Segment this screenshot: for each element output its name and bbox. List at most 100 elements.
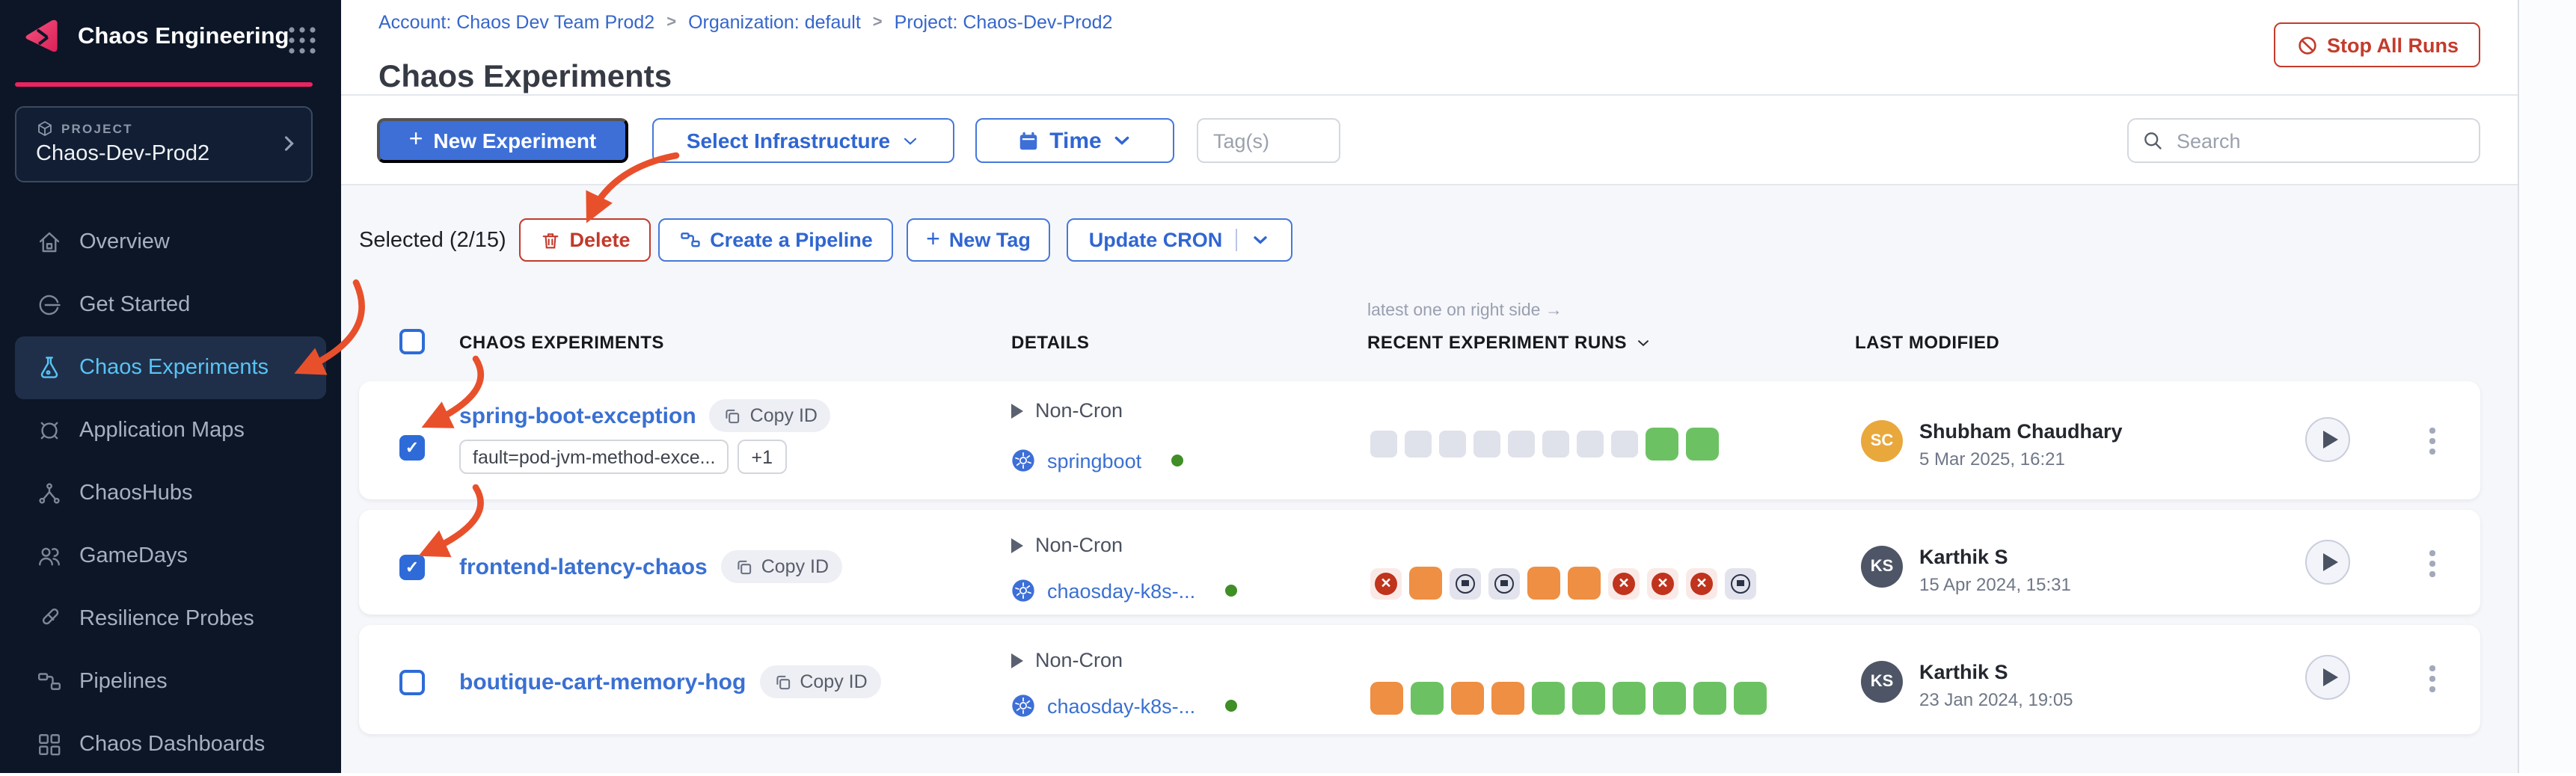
run-status-redx[interactable]: ✕ (1647, 567, 1678, 599)
pipeline-icon (36, 668, 63, 695)
run-experiment-button[interactable] (2305, 417, 2350, 462)
run-status-stop[interactable] (1488, 567, 1520, 599)
chevron-down-icon (901, 131, 920, 150)
new-tag-button[interactable]: + New Tag (907, 218, 1050, 262)
run-status-green[interactable] (1686, 428, 1719, 461)
infrastructure-link[interactable]: springboot (1047, 449, 1142, 472)
row-menu-button[interactable] (2426, 425, 2438, 457)
select-all-checkbox[interactable] (399, 329, 425, 354)
run-status-green[interactable] (1613, 682, 1646, 715)
run-experiment-button[interactable] (2305, 540, 2350, 585)
infrastructure-link[interactable]: chaosday-k8s-... (1047, 579, 1196, 602)
schedule-expander[interactable]: Non-Cron (1011, 534, 1123, 556)
experiment-row: ✓ spring-boot-exception Copy ID fault=po… (359, 381, 2480, 499)
create-pipeline-button[interactable]: Create a Pipeline (658, 218, 893, 262)
run-status-green[interactable] (1646, 428, 1678, 461)
expand-triangle-icon (1011, 403, 1023, 418)
sidebar-item-overview[interactable]: Overview (0, 211, 341, 274)
run-status-orange[interactable] (1451, 682, 1484, 715)
run-status-orange[interactable] (1527, 567, 1560, 600)
breadcrumb-account-link[interactable]: Account: Chaos Dev Team Prod2 (378, 12, 655, 33)
run-status-green[interactable] (1572, 682, 1605, 715)
sidebar-item-get-started[interactable]: Get Started (0, 274, 341, 336)
new-experiment-button[interactable]: + New Experiment (377, 118, 628, 163)
search-box[interactable] (2127, 118, 2480, 163)
project-name: Chaos-Dev-Prod2 (36, 142, 210, 166)
run-status-redx[interactable]: ✕ (1608, 567, 1640, 599)
sidebar-item-application-maps[interactable]: Application Maps (0, 399, 341, 462)
run-status-orange[interactable] (1568, 567, 1601, 600)
sidebar-item-gamedays[interactable]: GameDays (0, 525, 341, 588)
breadcrumb-organization-link[interactable]: Organization: default (688, 12, 861, 33)
copy-id-label: Copy ID (761, 556, 829, 577)
experiments-list: Selected (2/15) Delete Create a Pipeline… (341, 185, 2518, 772)
column-header-recent-runs[interactable]: RECENT EXPERIMENT RUNS (1367, 332, 1651, 353)
run-status-gray[interactable] (1439, 431, 1466, 458)
select-infrastructure-dropdown[interactable]: Select Infrastructure (652, 118, 954, 163)
run-status-gray[interactable] (1611, 431, 1638, 458)
run-status-gray[interactable] (1577, 431, 1604, 458)
row-menu-button[interactable] (2426, 662, 2438, 695)
tag-chip[interactable]: fault=pod-jvm-method-exce... (459, 440, 729, 474)
run-status-stop[interactable] (1725, 567, 1756, 599)
experiment-name-link[interactable]: spring-boot-exception (459, 403, 696, 428)
modified-by-name: Shubham Chaudhary (1919, 420, 2123, 443)
run-status-orange[interactable] (1409, 567, 1442, 600)
run-status-stop[interactable] (1450, 567, 1481, 599)
run-status-green[interactable] (1734, 682, 1767, 715)
sidebar-item-label: GameDays (79, 544, 188, 568)
run-status-gray[interactable] (1473, 431, 1500, 458)
sidebar-item-chaoshubs[interactable]: ChaosHubs (0, 462, 341, 525)
experiment-name-link[interactable]: boutique-cart-memory-hog (459, 669, 746, 695)
delete-button[interactable]: Delete (519, 218, 651, 262)
run-status-gray[interactable] (1542, 431, 1569, 458)
expand-triangle-icon (1011, 538, 1023, 552)
kubernetes-icon (1011, 694, 1035, 718)
flask-icon (36, 354, 63, 381)
run-status-gray[interactable] (1370, 431, 1397, 458)
project-selector[interactable]: PROJECT Chaos-Dev-Prod2 (15, 106, 313, 182)
experiment-name-link[interactable]: frontend-latency-chaos (459, 554, 708, 579)
copy-id-button[interactable]: Copy ID (759, 665, 881, 698)
run-status-gray[interactable] (1405, 431, 1432, 458)
sidebar-item-chaos-dashboards[interactable]: Chaos Dashboards (0, 713, 341, 776)
update-cron-label: Update CRON (1088, 229, 1223, 251)
run-status-green[interactable] (1653, 682, 1686, 715)
target-icon (36, 417, 63, 444)
tag-more-chip[interactable]: +1 (737, 440, 786, 474)
sidebar-item-pipelines[interactable]: Pipelines (0, 650, 341, 713)
tags-filter-input[interactable] (1197, 118, 1340, 163)
run-status-redx[interactable]: ✕ (1370, 567, 1402, 599)
run-status-orange[interactable] (1491, 682, 1524, 715)
infrastructure-link[interactable]: chaosday-k8s-... (1047, 695, 1196, 717)
search-input[interactable] (2174, 128, 2465, 153)
row-checkbox[interactable]: ✓ (399, 555, 425, 580)
schedule-label: Non-Cron (1035, 534, 1123, 556)
sidebar-item-resilience-probes[interactable]: Resilience Probes (0, 588, 341, 650)
run-status-green[interactable] (1532, 682, 1565, 715)
schedule-expander[interactable]: Non-Cron (1011, 399, 1123, 422)
run-status-green[interactable] (1693, 682, 1726, 715)
time-filter-dropdown[interactable]: Time (975, 118, 1174, 163)
button-divider (1236, 229, 1238, 251)
sidebar-item-chaos-experiments[interactable]: Chaos Experiments (15, 336, 326, 399)
copy-id-button[interactable]: Copy ID (720, 550, 843, 583)
avatar: KS (1861, 546, 1903, 588)
schedule-expander[interactable]: Non-Cron (1011, 649, 1123, 671)
row-checkbox[interactable] (399, 670, 425, 695)
app-grid-icon[interactable] (286, 24, 319, 57)
row-checkbox[interactable]: ✓ (399, 435, 425, 461)
run-status-redx[interactable]: ✕ (1686, 567, 1717, 599)
copy-id-button[interactable]: Copy ID (709, 399, 831, 432)
stop-all-runs-button[interactable]: Stop All Runs (2274, 22, 2480, 67)
run-status-green[interactable] (1411, 682, 1444, 715)
product-logo: Chaos Engineering (19, 15, 289, 60)
run-status-orange[interactable] (1370, 682, 1403, 715)
row-menu-button[interactable] (2426, 547, 2438, 579)
recent-runs-bar (1370, 682, 1767, 715)
expand-triangle-icon (1011, 653, 1023, 668)
update-cron-button[interactable]: Update CRON (1067, 218, 1292, 262)
run-status-gray[interactable] (1508, 431, 1535, 458)
run-experiment-button[interactable] (2305, 655, 2350, 700)
breadcrumb-project-link[interactable]: Project: Chaos-Dev-Prod2 (894, 12, 1113, 33)
